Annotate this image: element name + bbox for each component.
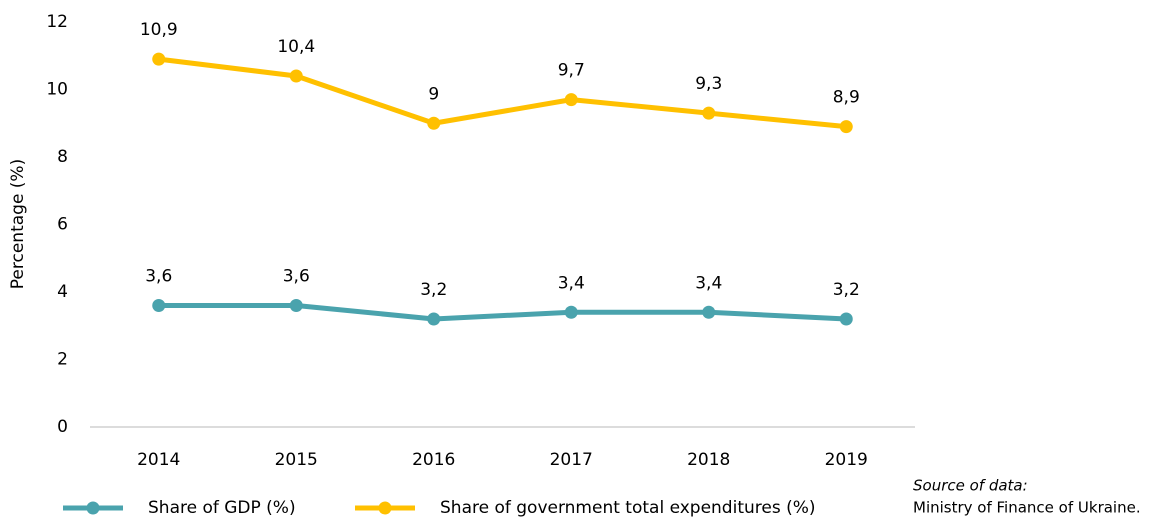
legend-label: Share of government total expenditures (… [440, 498, 816, 518]
point [289, 299, 303, 312]
x-tick-label: 2016 [412, 450, 455, 470]
point [839, 120, 853, 134]
y-tick-label: 0 [57, 417, 68, 437]
x-tick-label: 2017 [550, 450, 593, 470]
data-label: 10,4 [277, 37, 315, 57]
point [427, 312, 441, 326]
y-tick-label: 2 [57, 350, 68, 370]
data-label: 3,6 [283, 267, 310, 287]
data-label: 9 [428, 84, 439, 104]
point [702, 305, 716, 319]
point [289, 69, 303, 83]
data-label: 10,9 [140, 20, 178, 40]
point [839, 312, 853, 326]
y-tick-label: 4 [57, 282, 68, 302]
y-tick-label: 6 [57, 215, 68, 235]
data-label: 3,4 [558, 273, 585, 293]
legend-label: Share of GDP (%) [148, 498, 296, 518]
y-tick-label: 8 [57, 147, 68, 167]
data-label: 9,7 [558, 61, 585, 81]
series-line [158, 56, 847, 130]
y-tick-label: 10 [46, 80, 68, 100]
source-text: Ministry of Finance of Ukraine. [913, 499, 1141, 517]
y-axis-label: Percentage (%) [8, 159, 28, 289]
data-label: 3,2 [420, 280, 447, 300]
source-label: Source of data: [913, 477, 1028, 495]
data-label: 3,4 [695, 273, 722, 293]
x-tick-label: 2015 [275, 450, 318, 470]
data-label: 3,6 [145, 267, 172, 287]
point [564, 93, 578, 107]
data-label: 8,9 [833, 88, 860, 108]
x-tick-label: 2018 [687, 450, 730, 470]
point [564, 305, 578, 319]
legend-marker [86, 501, 100, 515]
legend-marker [378, 501, 392, 515]
point [427, 116, 441, 130]
x-tick-label: 2019 [825, 450, 868, 470]
y-tick-label: 12 [46, 12, 68, 32]
point [152, 299, 166, 312]
data-label: 9,3 [695, 74, 722, 94]
data-label: 3,2 [833, 280, 860, 300]
point [702, 106, 716, 120]
x-tick-label: 2014 [137, 450, 180, 470]
point [152, 52, 166, 66]
series-line [158, 303, 847, 322]
